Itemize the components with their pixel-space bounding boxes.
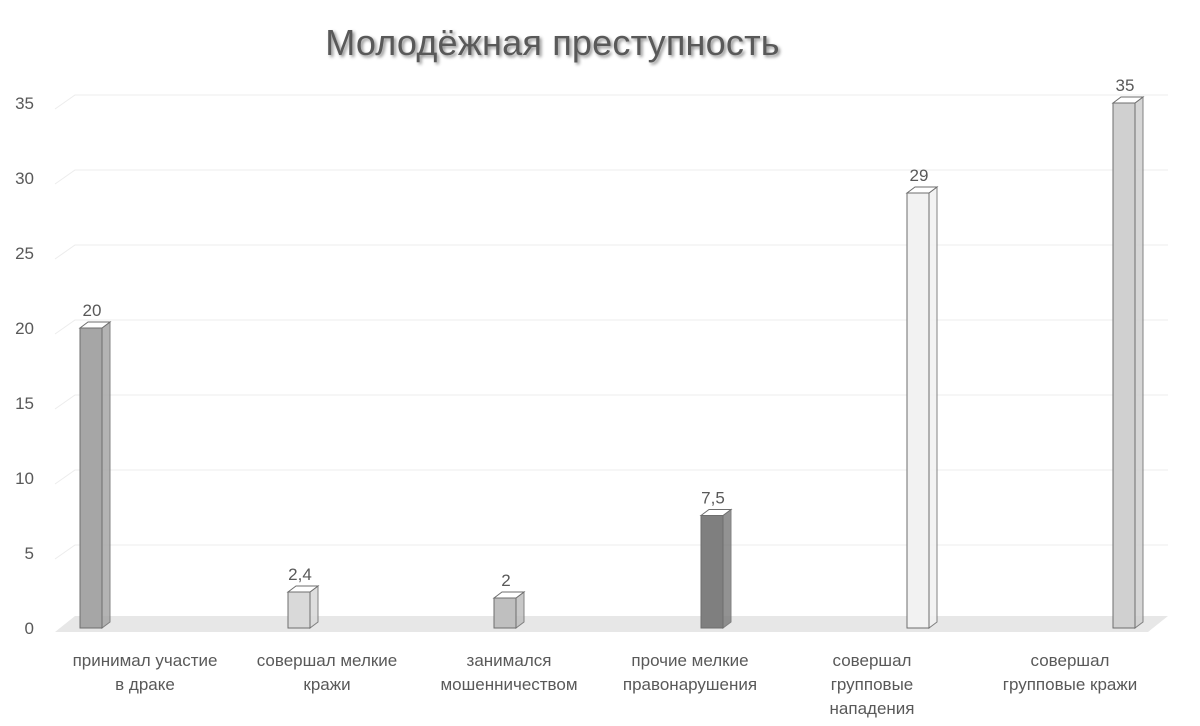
gridline [54,544,1168,560]
bar [286,585,320,629]
data-label: 35 [1116,76,1135,95]
data-label: 2 [501,571,510,590]
category-label: прочие мелкие правонарушения [623,651,757,694]
data-labels: 20 2,4 2 7,5 29 35 [83,76,1135,590]
y-tick-label: 5 [25,544,34,563]
y-tick-label: 20 [15,319,34,338]
bar [905,186,939,629]
data-label: 7,5 [701,489,725,508]
y-axis: 0 5 10 15 20 25 30 35 [15,94,34,638]
category-label: занимался мошенничеством [440,651,577,694]
gridline [54,469,1168,485]
category-label: принимал участие в драке [73,651,218,694]
category-label: совершал мелкие кражи [257,651,398,694]
gridline [54,319,1168,335]
data-label: 2,4 [288,565,312,584]
bar [78,321,112,629]
x-axis: принимал участие в драке совершал мелкие кр… [73,651,1138,718]
y-tick-label: 15 [15,394,34,413]
bar [1111,96,1145,629]
gridline [54,244,1168,260]
bars [78,96,1145,629]
bar [699,508,733,629]
data-label: 20 [83,301,102,320]
gridline [54,169,1168,185]
category-label: совершал групповые нападения [830,651,915,718]
y-tick-label: 25 [15,244,34,263]
gridline [54,394,1168,410]
y-tick-label: 10 [15,469,34,488]
floor-plane [55,616,1168,632]
gridlines [54,94,1168,560]
data-label: 29 [910,166,929,185]
y-tick-label: 35 [15,94,34,113]
chart-floor [55,616,1168,632]
bar [492,591,526,629]
y-tick-label: 0 [25,619,34,638]
gridline [54,94,1168,110]
y-tick-label: 30 [15,169,34,188]
category-label: совершал групповые кражи [1003,651,1137,694]
chart-title: Молодёжная преступность [325,22,780,63]
